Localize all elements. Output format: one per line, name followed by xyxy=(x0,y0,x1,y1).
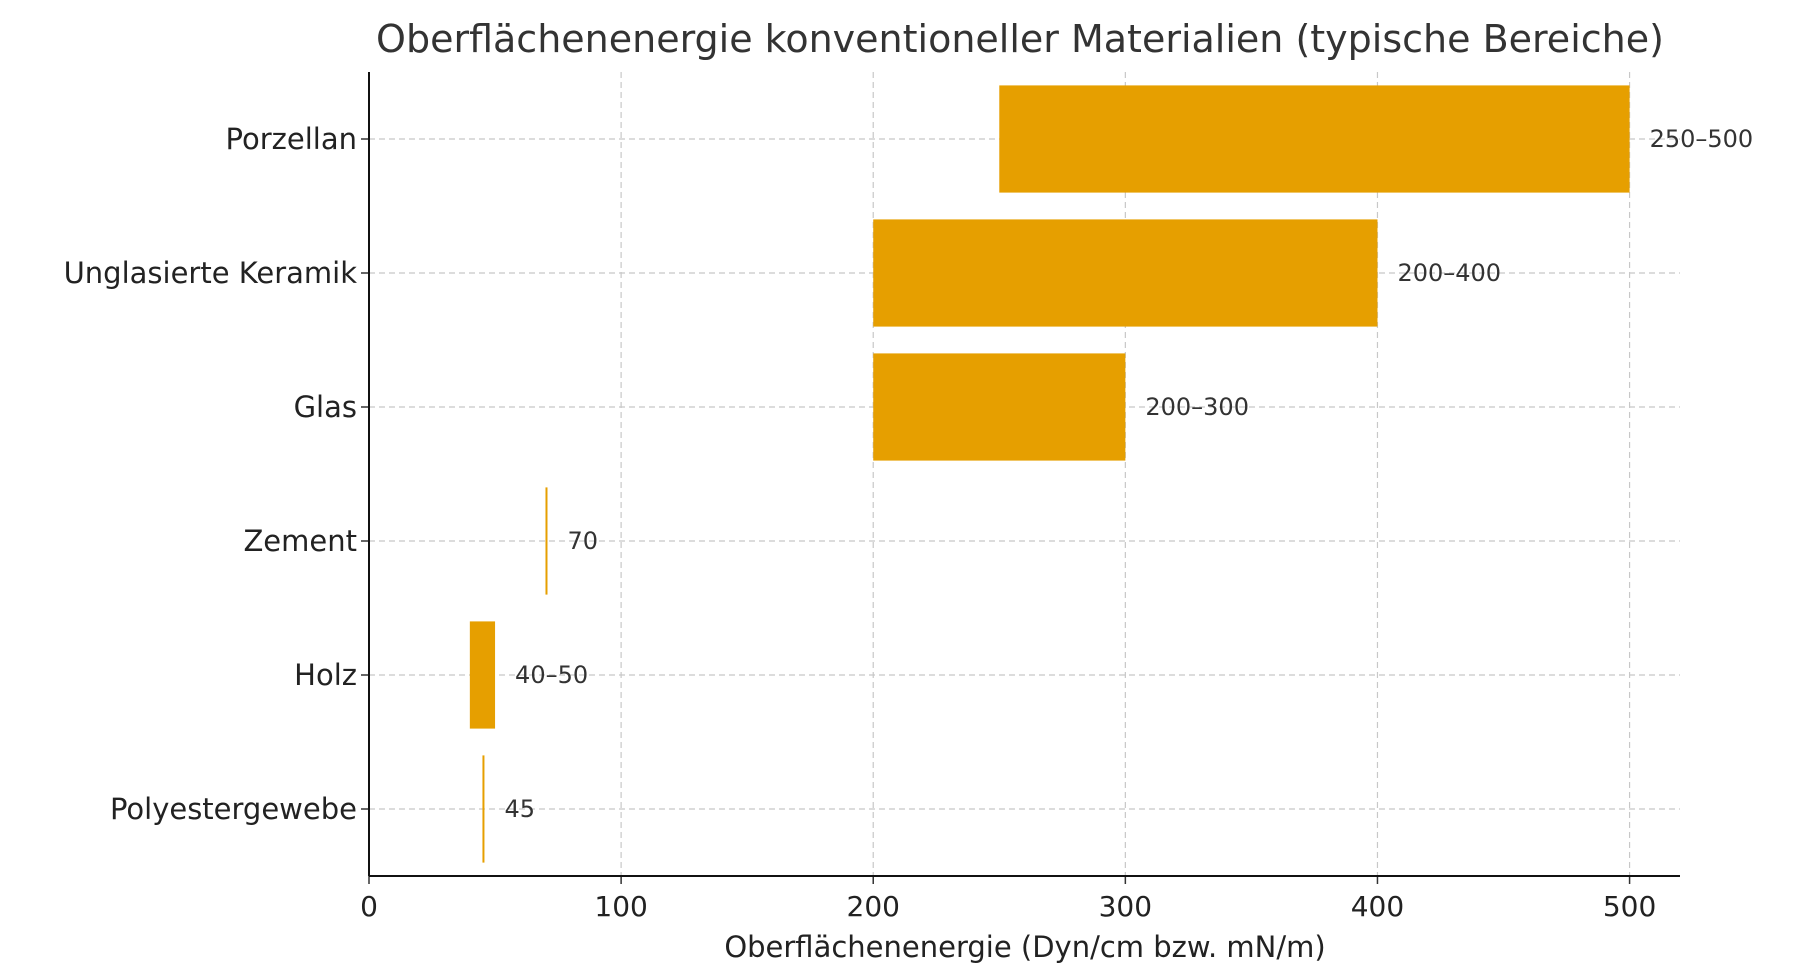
bars xyxy=(469,85,1630,863)
range-bar xyxy=(999,85,1630,193)
category-label: Zement xyxy=(243,524,357,558)
category-label: Unglasierte Keramik xyxy=(64,256,358,290)
x-tick-label: 200 xyxy=(847,890,900,923)
category-label: Glas xyxy=(294,390,357,424)
bar-value-label: 45 xyxy=(504,795,535,823)
category-label: Polyestergewebe xyxy=(110,792,357,826)
x-tick-label: 500 xyxy=(1603,890,1656,923)
category-label: Porzellan xyxy=(226,122,357,156)
bar-value-label: 250–500 xyxy=(1650,125,1754,153)
range-bar xyxy=(482,755,485,863)
chart-title: Oberflächenenergie konventioneller Mater… xyxy=(376,17,1664,61)
bar-value-label: 200–300 xyxy=(1145,393,1249,421)
range-bar xyxy=(873,219,1378,327)
bar-value-label: 40–50 xyxy=(515,661,588,689)
range-bar xyxy=(469,621,496,729)
bar-value-label: 70 xyxy=(567,527,598,555)
range-bar xyxy=(873,353,1126,461)
data-labels: 250–500 200–400 200–300 70 40–50 45 xyxy=(504,125,1753,823)
bar-value-label: 200–400 xyxy=(1397,259,1501,287)
range-bar xyxy=(545,487,548,595)
x-tick-label: 100 xyxy=(594,890,647,923)
category-label: Holz xyxy=(294,658,357,692)
x-axis-label: Oberflächenenergie (Dyn/cm bzw. mN/m) xyxy=(724,930,1325,964)
x-tick-label: 300 xyxy=(1099,890,1152,923)
x-tick-label: 400 xyxy=(1351,890,1404,923)
axes: 0 100 200 300 400 500 Porzellan Unglasierte Ker… xyxy=(64,72,1680,923)
x-tick-label: 0 xyxy=(360,890,378,923)
